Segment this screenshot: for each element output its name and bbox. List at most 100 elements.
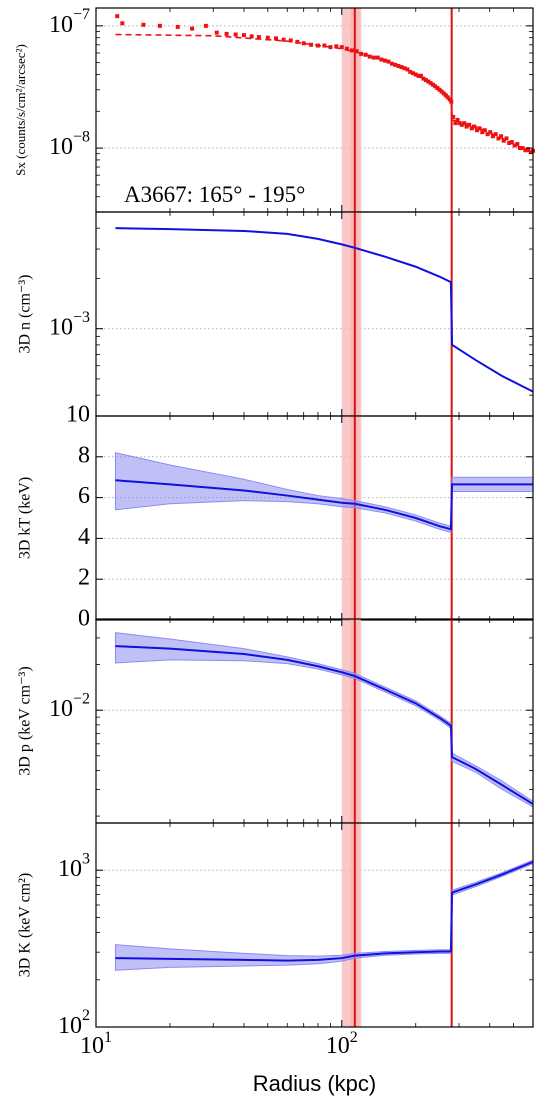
data-point	[423, 78, 428, 83]
data-point	[309, 42, 314, 47]
data-point	[241, 33, 246, 38]
x-tick-label: 102	[326, 1029, 358, 1059]
data-point	[359, 51, 364, 56]
data-point	[157, 23, 162, 28]
data-point	[339, 45, 344, 50]
data-point	[455, 117, 460, 122]
data-point	[421, 76, 426, 81]
y-tick-label: 10−2	[49, 690, 90, 722]
profile-line	[115, 645, 534, 805]
y-tick-label: 6	[78, 483, 90, 509]
data-point	[512, 143, 517, 148]
y-tick-label: 10−3	[49, 309, 90, 341]
data-point	[464, 124, 469, 129]
data-point	[520, 146, 525, 151]
data-point	[141, 22, 146, 27]
panel-k: 102 103 3D K (keV cm²)	[17, 822, 534, 1039]
data-point	[488, 130, 493, 135]
confidence-band	[114, 859, 534, 971]
data-point	[203, 23, 208, 28]
data-point	[120, 21, 125, 26]
profile-line	[115, 860, 534, 962]
data-point	[214, 30, 219, 35]
y-tick-label: 102	[58, 1007, 90, 1039]
data-point	[411, 71, 416, 76]
data-point	[482, 128, 487, 133]
data-point	[428, 81, 433, 86]
data-point	[115, 14, 120, 19]
model-line	[115, 33, 534, 155]
y-tick-label: 10−8	[49, 128, 90, 160]
data-point	[430, 82, 435, 87]
profile-line	[115, 227, 534, 393]
data-point	[383, 58, 388, 63]
data-point	[441, 91, 446, 96]
data-point	[354, 49, 359, 54]
data-point	[435, 86, 440, 91]
axes-frame	[95, 822, 534, 1028]
axes-frame	[95, 211, 534, 417]
data-point	[457, 121, 462, 126]
data-point	[474, 128, 479, 133]
y-axis-label: 3D p (keV cm⁻³)	[17, 666, 34, 775]
data-point	[175, 24, 180, 29]
y-tick-label: 0	[78, 606, 90, 632]
data-point	[443, 93, 448, 98]
panel-annotation: A3667: 165° - 195°	[124, 182, 305, 207]
data-point	[459, 122, 464, 127]
confidence-band	[114, 452, 534, 533]
y-axis-label: 3D kT (keV)	[17, 477, 34, 559]
data-point	[375, 55, 380, 60]
confidence-band	[114, 632, 534, 808]
y-tick-label: 2	[78, 565, 90, 591]
panel-sx: 10−7 10−8 Sx (counts/s/cm²/arcsec²) A3667: …	[13, 6, 535, 213]
data-point	[413, 72, 418, 77]
data-point	[447, 97, 452, 102]
y-axis-label: 3D n (cm⁻³)	[17, 275, 34, 354]
panel-kt: 0 2 4 6 8 10 3D kT (keV)	[17, 402, 534, 632]
data-point	[523, 148, 528, 153]
data-point	[490, 134, 495, 139]
data-point	[493, 132, 498, 137]
data-point	[386, 59, 391, 64]
y-tick-label: 10−7	[49, 6, 90, 38]
data-point	[467, 122, 472, 127]
data-point	[265, 35, 270, 40]
data-point	[445, 95, 450, 100]
data-point	[433, 84, 438, 89]
data-point	[393, 62, 398, 67]
data-point	[288, 38, 293, 43]
data-point	[477, 126, 482, 131]
data-point	[224, 31, 229, 36]
x-tick-label: 101	[80, 1029, 112, 1059]
data-point	[301, 41, 306, 46]
y-tick-label: 103	[58, 850, 90, 882]
data-point	[507, 141, 512, 146]
data-point	[379, 57, 384, 62]
panel-n: 10−3 3D n (cm⁻³)	[17, 211, 534, 417]
data-point	[344, 46, 349, 51]
y-tick-label: 4	[78, 524, 90, 550]
profile-line	[115, 479, 533, 531]
x-axis-label: Radius (kpc)	[253, 1071, 376, 1096]
data-point	[249, 34, 254, 39]
data-point	[416, 73, 421, 78]
data-point	[418, 73, 423, 78]
data-point	[499, 134, 504, 139]
data-point	[426, 79, 431, 84]
data-point	[363, 52, 368, 57]
data-point	[472, 124, 477, 129]
y-tick-label: 10	[66, 402, 90, 428]
data-point	[273, 36, 278, 41]
data-point	[480, 130, 485, 135]
data-point	[396, 63, 401, 68]
data-point	[190, 26, 195, 31]
y-axis-label: Sx (counts/s/cm²/arcsec²)	[13, 44, 28, 176]
axes-frame	[95, 415, 534, 621]
data-point	[462, 121, 467, 126]
panel-p: 10−2 3D p (keV cm⁻³)	[17, 618, 534, 824]
data-point	[322, 43, 327, 48]
data-point	[526, 147, 531, 152]
data-point	[402, 66, 407, 71]
